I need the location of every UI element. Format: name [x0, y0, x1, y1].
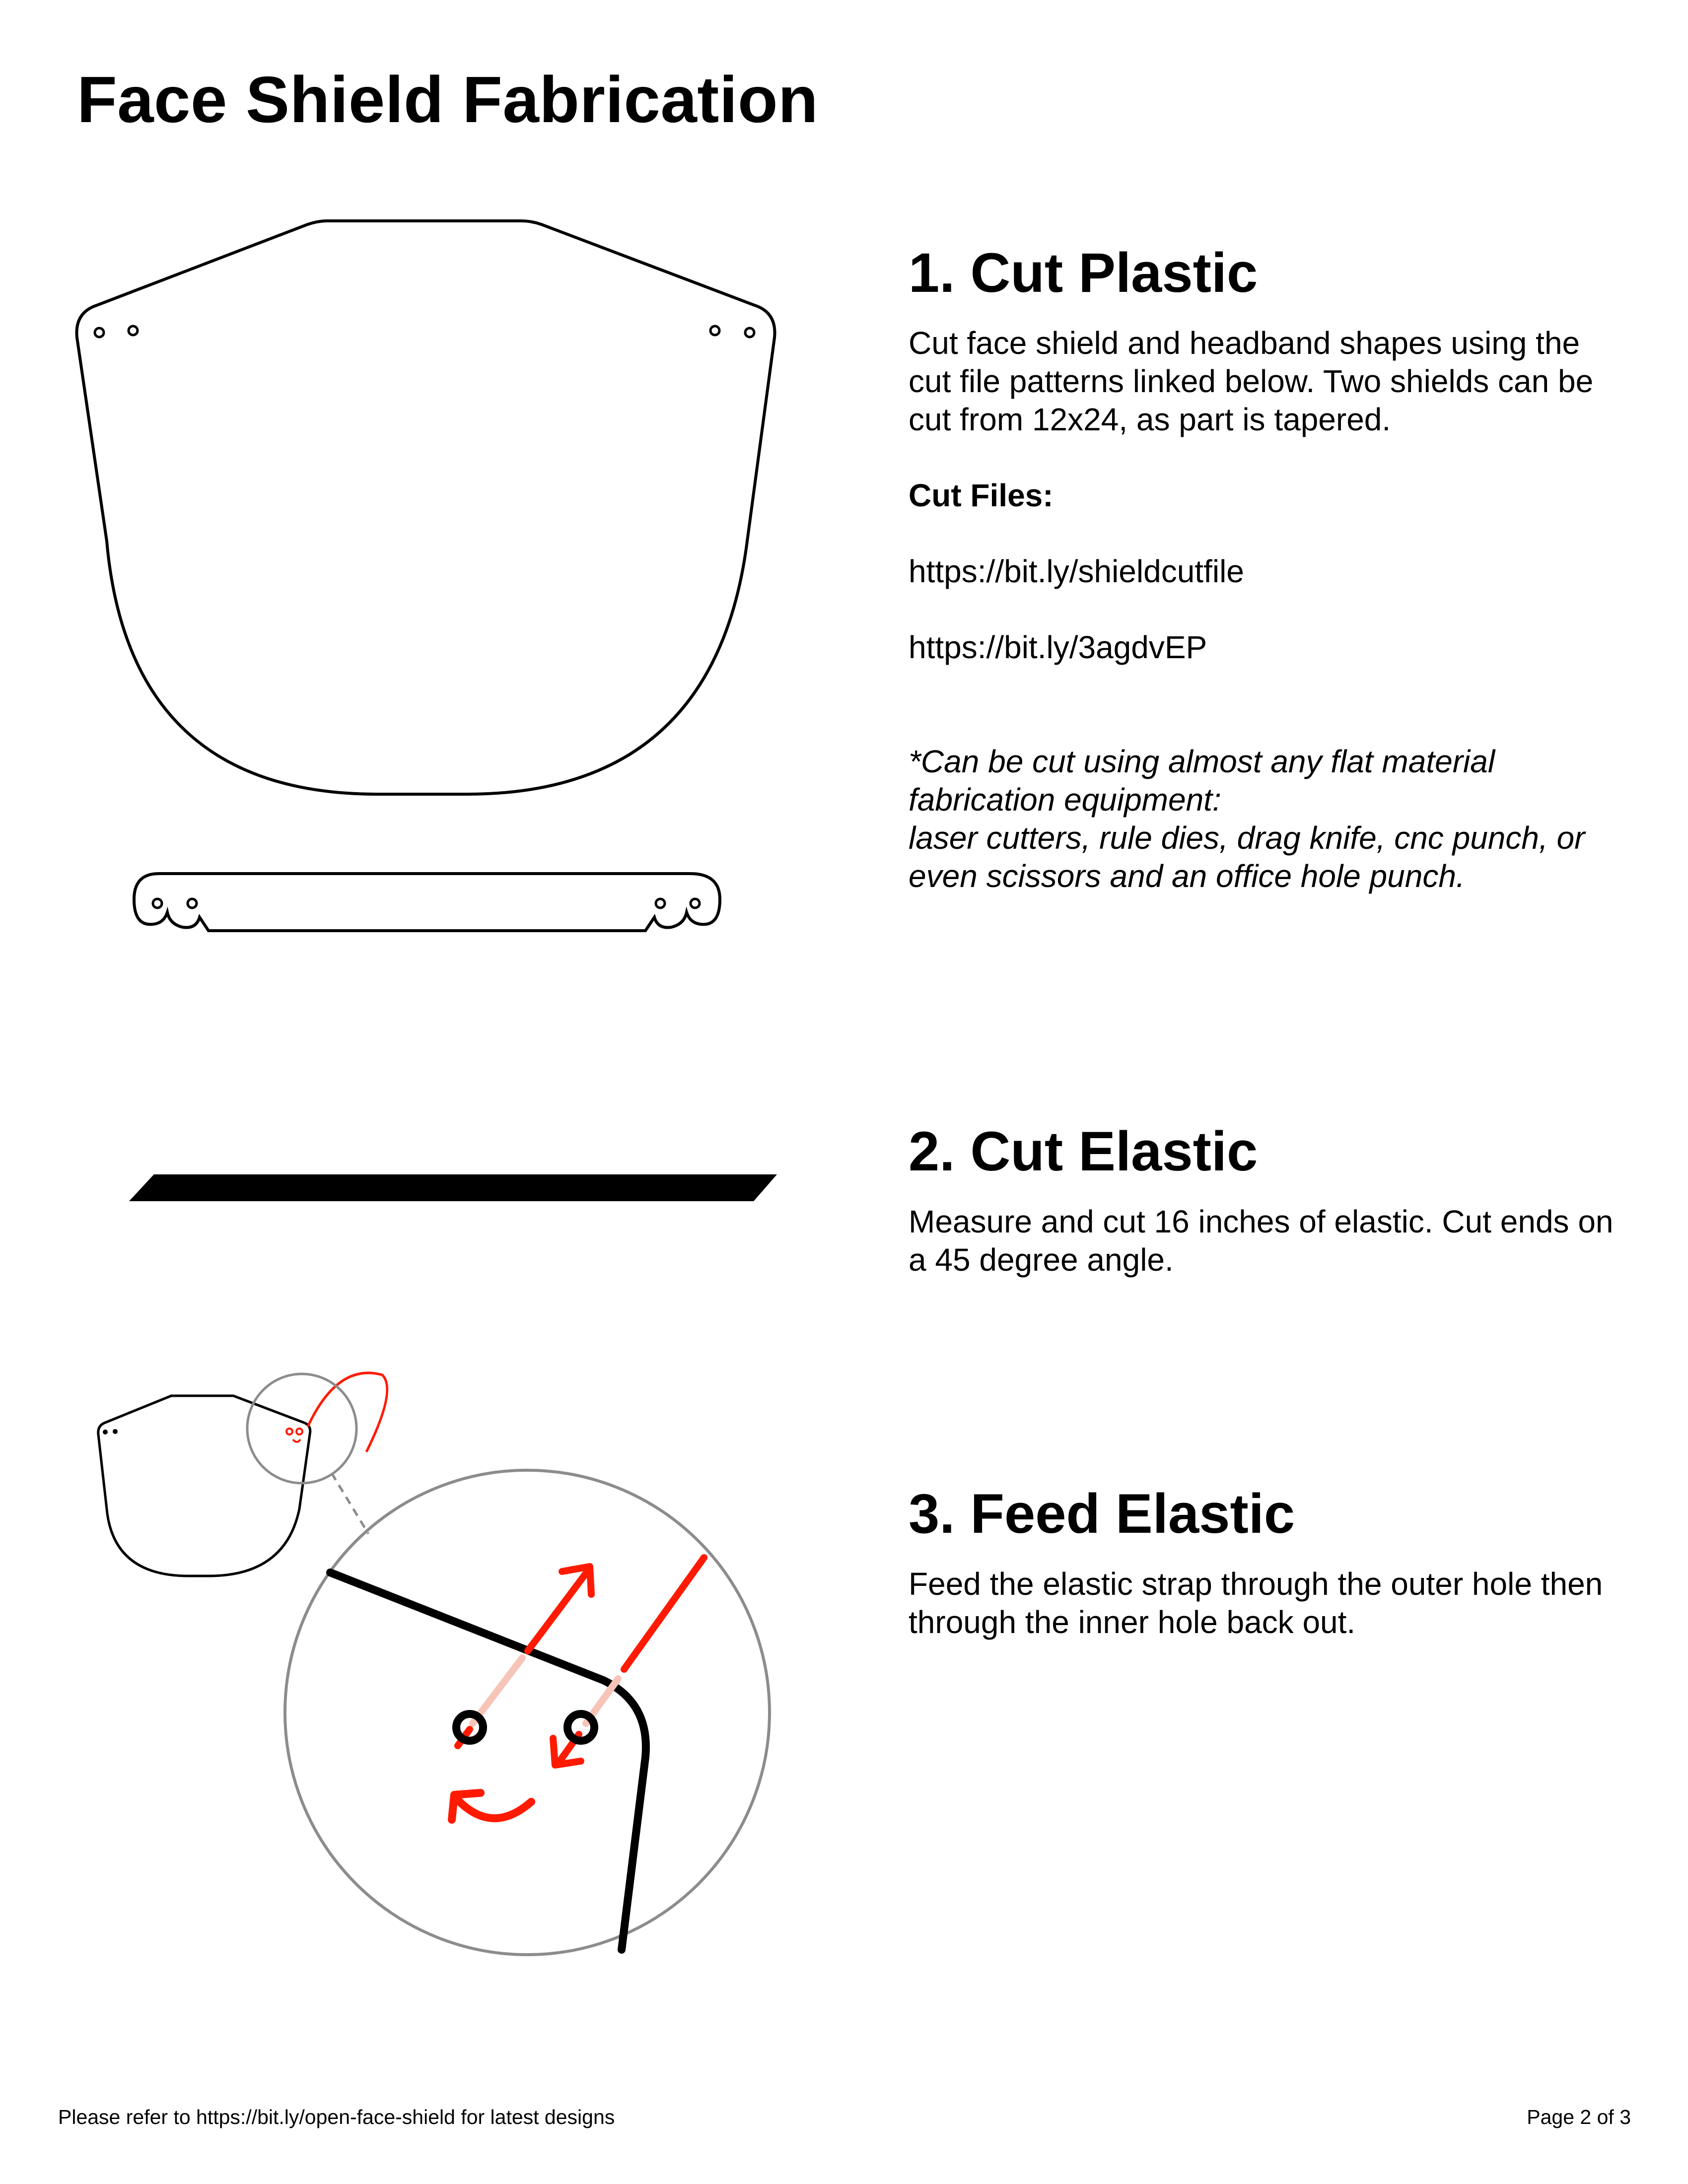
headband-pattern — [132, 872, 722, 932]
cut-file-link-2[interactable]: https://bit.ly/3agdvEP — [909, 629, 1207, 666]
magnifier-large-ring — [283, 1469, 771, 1956]
outer-hole — [452, 1710, 487, 1745]
cutting-equipment-note: *Can be cut using almost any flat materi… — [909, 743, 1614, 895]
step-feed-elastic: 3. Feed Elastic Feed the elastic strap t… — [909, 1483, 1614, 1641]
elastic-strap-graphic — [129, 1174, 777, 1201]
magnifier-small-ring — [246, 1372, 358, 1485]
step-heading: 2. Cut Elastic — [909, 1120, 1258, 1182]
page-number: Page 2 of 3 — [1527, 2106, 1631, 2128]
step-cut-elastic: 2. Cut Elastic Measure and cut 16 inches… — [909, 1121, 1614, 1279]
cut-file-link-1[interactable]: https://bit.ly/shieldcutfile — [909, 553, 1244, 590]
face-shield-pattern — [75, 219, 776, 796]
inner-hole — [563, 1710, 598, 1745]
note-line: *Can be cut using almost any flat materi… — [909, 744, 1495, 818]
step-description: Measure and cut 16 inches of elastic. Cu… — [909, 1204, 1614, 1278]
feed-elastic-diagram — [97, 1371, 771, 1956]
note-line: laser cutters, rule dies, drag knife, cn… — [909, 820, 1585, 894]
cut-files-label: Cut Files: — [909, 478, 1054, 514]
small-shield-outline — [97, 1371, 389, 1577]
step-description: Feed the elastic strap through the outer… — [909, 1566, 1603, 1640]
page-title: Face Shield Fabrication — [77, 63, 819, 136]
step-heading: 3. Feed Elastic — [909, 1483, 1295, 1545]
footer-reference: Please refer to https://bit.ly/open-face… — [58, 2106, 615, 2128]
step-cut-plastic: 1. Cut Plastic Cut face shield and headb… — [909, 242, 1614, 895]
step-heading: 1. Cut Plastic — [909, 242, 1258, 304]
step-description: Cut face shield and headband shapes usin… — [909, 325, 1594, 438]
